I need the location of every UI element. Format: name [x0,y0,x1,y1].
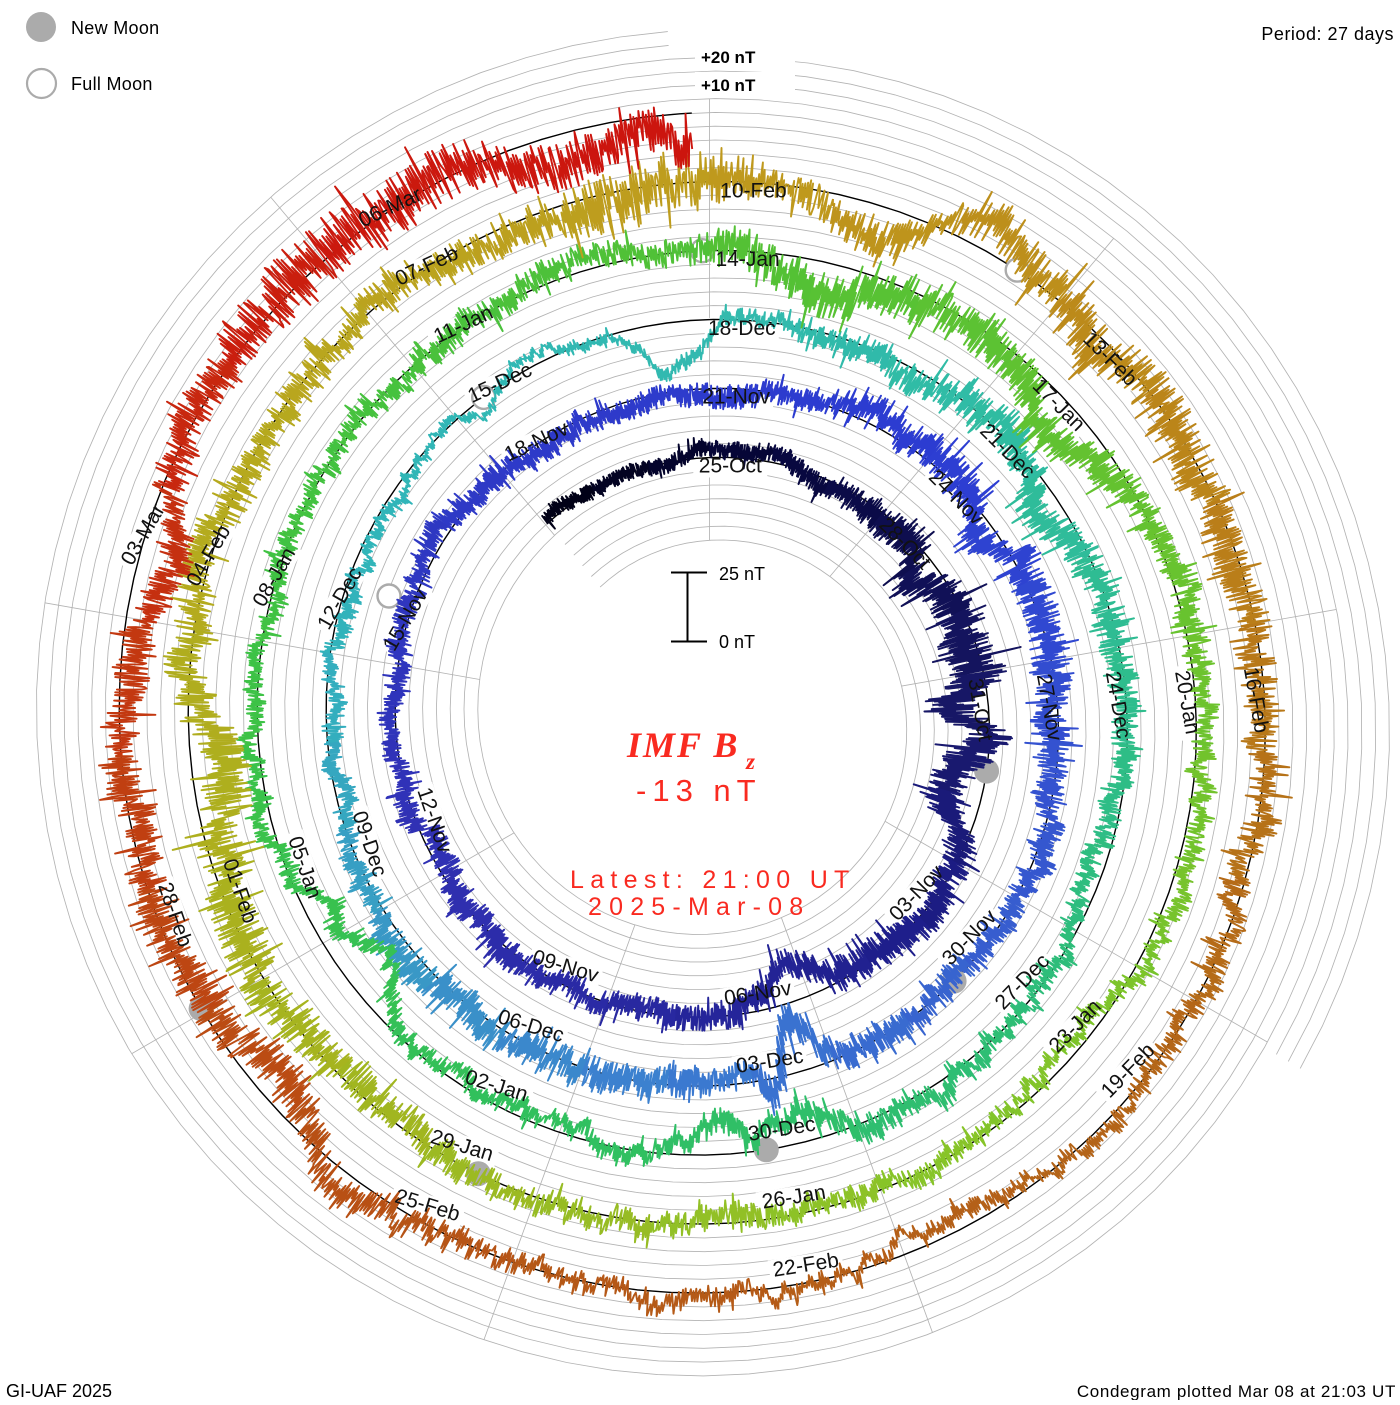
svg-text:+10 nT: +10 nT [701,76,756,95]
svg-text:14-Jan: 14-Jan [715,248,779,271]
svg-text:25 nT: 25 nT [719,564,765,584]
svg-text:25-Oct: 25-Oct [699,455,762,478]
svg-text:10-Feb: 10-Feb [720,179,787,202]
svg-text:0 nT: 0 nT [719,632,755,652]
svg-text:Latest: 21:00 UT: Latest: 21:00 UT [570,866,856,894]
svg-text:2025-Mar-08: 2025-Mar-08 [588,893,810,921]
svg-text:21-Nov: 21-Nov [702,386,770,409]
svg-text:+20 nT: +20 nT [701,48,756,67]
svg-text:-13 nT: -13 nT [636,773,762,808]
svg-text:18-Dec: 18-Dec [708,317,776,340]
svg-text:GI-UAF 2025: GI-UAF 2025 [6,1381,112,1400]
svg-text:z: z [745,749,755,774]
svg-text:Period: 27 days: Period: 27 days [1261,24,1394,44]
svg-text:Condegram plotted Mar 08 at 21: Condegram plotted Mar 08 at 21:03 UT [1077,1382,1396,1400]
svg-text:New Moon: New Moon [71,18,159,38]
svg-text:Full Moon: Full Moon [71,74,153,94]
svg-text:IMF B: IMF B [626,725,739,765]
